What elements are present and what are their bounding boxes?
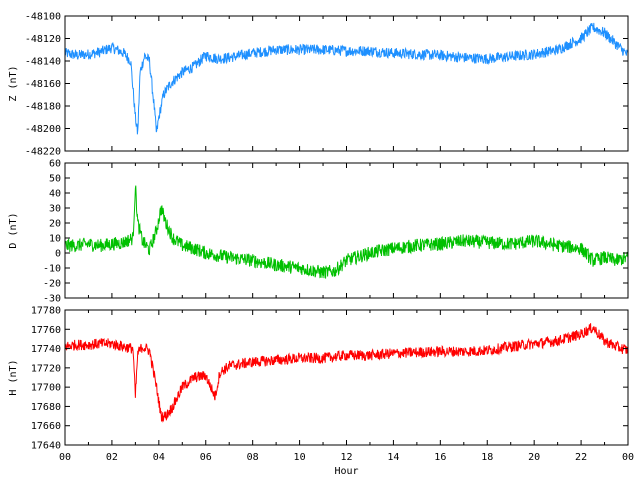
- series-line-h: [64, 323, 629, 423]
- panel-z: -48100 -48120 -48140 -48160 -48180 -48200 -482…: [8, 12, 629, 158]
- y-tick-label-z: -48200: [25, 124, 61, 135]
- y-tick-label-h: 17660: [31, 421, 61, 432]
- x-tick-label: 18: [481, 452, 493, 463]
- x-tick-label: 08: [247, 452, 259, 463]
- x-tick-label: 22: [575, 452, 587, 463]
- y-axis-label-h: H (nT): [8, 359, 19, 395]
- y-tick-label-d: -30: [43, 294, 61, 305]
- plot-frame-d: [64, 162, 629, 299]
- x-tick-label: 02: [106, 452, 118, 463]
- plot-frame-z: [64, 15, 629, 152]
- y-tick-label-h: 17680: [31, 402, 61, 413]
- y-tick-label-z: -48160: [25, 79, 61, 90]
- x-tick-label: 06: [200, 452, 212, 463]
- y-tick-label-h: 17780: [31, 306, 61, 317]
- y-tick-label-z: -48180: [25, 102, 61, 113]
- x-tick-label: 04: [153, 452, 165, 463]
- y-tick-label-d: -10: [43, 264, 61, 275]
- y-tick-label-d: 0: [55, 249, 61, 260]
- y-tick-label-z: -48100: [25, 12, 61, 23]
- y-axis-label-z: Z (nT): [8, 65, 19, 101]
- x-tick-label: 00: [59, 452, 71, 463]
- y-axis-label-d: D (nT): [8, 212, 19, 248]
- y-tick-label-z: -48140: [25, 57, 61, 68]
- y-tick-label-d: -20: [43, 279, 61, 290]
- y-tick-label-h: 17760: [31, 325, 61, 336]
- x-tick-label: 20: [528, 452, 540, 463]
- x-tick-label: 12: [340, 452, 352, 463]
- x-tick-label: 14: [387, 452, 399, 463]
- y-tick-label-d: 10: [49, 234, 61, 245]
- series-line-d: [64, 185, 629, 279]
- x-axis-label: Hour: [334, 466, 358, 477]
- plot-frame-h: [64, 309, 629, 446]
- y-tick-label-d: 30: [49, 204, 61, 215]
- y-tick-label-h: 17740: [31, 344, 61, 355]
- panel-d: 60 50 40 30 20 10 0 -10 -20 -30 D (nT): [8, 159, 629, 305]
- x-tick-label: 00: [622, 452, 634, 463]
- y-tick-label-z: -48120: [25, 34, 61, 45]
- y-tick-label-d: 50: [49, 174, 61, 185]
- y-tick-label-z: -48220: [25, 147, 61, 158]
- panel-h: 17780 17760 17740 17720 17700 17680 17660 17640…: [8, 306, 634, 478]
- x-tick-label: 10: [294, 452, 306, 463]
- x-tick-label: 16: [434, 452, 446, 463]
- y-tick-label-h: 17640: [31, 441, 61, 452]
- y-tick-label-h: 17720: [31, 363, 61, 374]
- series-line-z: [64, 22, 629, 135]
- y-tick-label-d: 20: [49, 219, 61, 230]
- y-tick-label-d: 60: [49, 159, 61, 170]
- y-tick-label-h: 17700: [31, 383, 61, 394]
- y-tick-label-d: 40: [49, 189, 61, 200]
